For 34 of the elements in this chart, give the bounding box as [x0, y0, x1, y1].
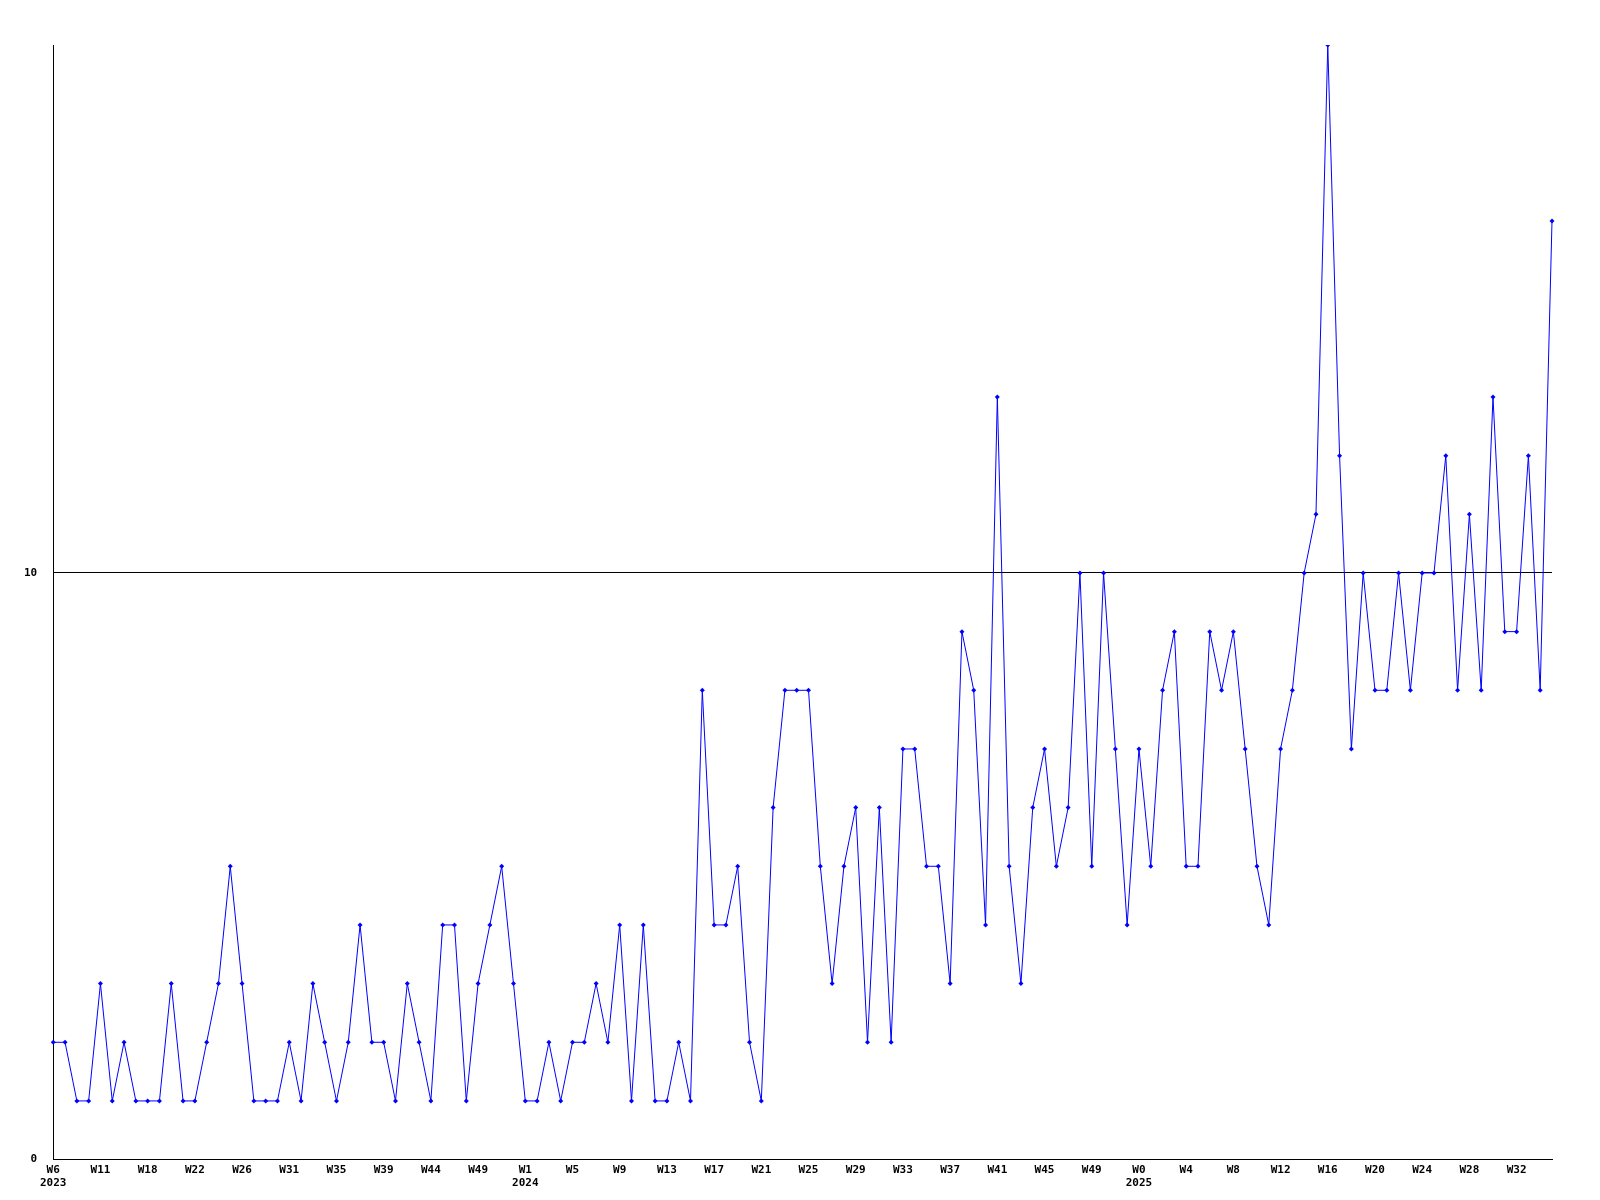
x-tick-label: W45 — [1034, 1163, 1055, 1177]
x-tick-label: W21 — [751, 1163, 772, 1177]
x-tick-label: W6 2023 — [40, 1163, 67, 1190]
x-tick-label: W37 — [940, 1163, 961, 1177]
x-tick-label: W39 — [373, 1163, 394, 1177]
y-tick-label: 10 — [24, 565, 38, 579]
x-tick-label: W35 — [326, 1163, 347, 1177]
x-tick-label: W25 — [798, 1163, 819, 1177]
x-tick-label: W12 — [1270, 1163, 1291, 1177]
x-tick-label: W9 — [613, 1163, 627, 1177]
x-tick-label: W29 — [845, 1163, 866, 1177]
x-tick-label: W13 — [656, 1163, 677, 1177]
x-tick-label: W49 — [468, 1163, 489, 1177]
x-tick-label: W32 — [1506, 1163, 1527, 1177]
x-tick-label: W44 — [420, 1163, 442, 1177]
x-tick-label: W20 — [1365, 1163, 1385, 1177]
x-tick-label: W26 — [232, 1163, 253, 1177]
x-tick-label: W5 — [565, 1163, 580, 1177]
x-tick-label: W1 2024 — [512, 1163, 539, 1190]
x-tick-label: W18 — [137, 1163, 158, 1177]
x-tick-label: W11 — [90, 1163, 111, 1177]
x-tick-label: W49 — [1081, 1163, 1102, 1177]
x-tick-label: W17 — [704, 1163, 725, 1177]
x-tick-label: W4 — [1179, 1163, 1194, 1177]
x-tick-label: W41 — [987, 1163, 1008, 1177]
x-tick-label: W22 — [184, 1163, 205, 1177]
x-tick-label: W0 2025 — [1125, 1163, 1153, 1190]
x-tick-label: W16 — [1317, 1163, 1339, 1177]
y-tick-label: 0 — [30, 1152, 38, 1166]
x-tick-label: W8 — [1226, 1163, 1240, 1177]
x-tick-label: W33 — [893, 1163, 913, 1177]
x-tick-label: W28 — [1459, 1163, 1480, 1177]
x-tick-label: W24 — [1412, 1163, 1433, 1177]
x-tick-label: W31 — [279, 1163, 300, 1177]
